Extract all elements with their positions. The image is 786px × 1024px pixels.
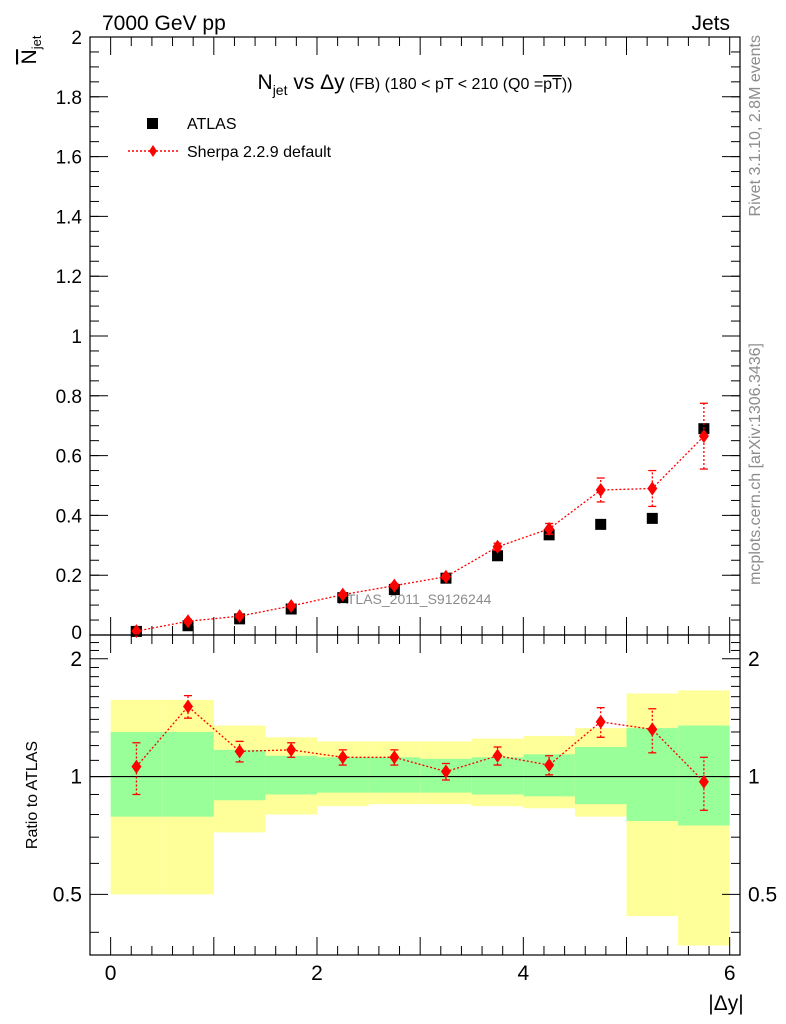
main-sherpa-line xyxy=(136,435,705,632)
main-sherpa-point-11 xyxy=(698,429,709,444)
main-ytick-label-0: 0 xyxy=(71,623,82,644)
title-pt-overline: pT xyxy=(543,76,562,93)
svg-text:Njet vs Δy (FB) (180 < pT < 21: Njet vs Δy (FB) (180 < pT < 210 (Q0 =pT)… xyxy=(258,71,573,98)
ratio-plot-frame xyxy=(89,634,741,956)
ratio-sherpa-point-9 xyxy=(595,714,606,729)
ratio-sherpa-point-7 xyxy=(492,748,503,763)
main-sherpa-point-1 xyxy=(183,614,194,629)
main-y-axis-label: Njet xyxy=(18,35,44,64)
main-sherpa-point-5 xyxy=(389,578,400,593)
ylabel-n: N xyxy=(18,49,41,64)
ratio-xtick-label-3: 6 xyxy=(724,962,736,985)
main-ytick-label-8: 1.6 xyxy=(56,148,82,169)
ratio-sherpa-point-2 xyxy=(234,744,245,759)
ratio-sherpa-point-3 xyxy=(286,742,297,757)
ratio-inner-band-7 xyxy=(471,757,524,795)
side-label-mcplots: mcplots.cern.ch [arXiv:1306.3436] xyxy=(747,343,764,585)
legend: ATLAS Sherpa 2.2.9 default xyxy=(128,116,332,161)
ratio-xtick-label-2: 4 xyxy=(517,962,529,985)
x-axis-label: |Δy| xyxy=(708,992,743,1015)
title-mid: vs Δy xyxy=(287,71,345,94)
main-ytick-label-7: 1.4 xyxy=(56,207,83,228)
ratio-y-axis-label: Ratio to ATLAS xyxy=(24,741,41,849)
main-ytick-label-5: 1 xyxy=(71,327,82,348)
main-sherpa-point-10 xyxy=(647,481,658,496)
main-sherpa-point-8 xyxy=(544,521,555,536)
svg-text:Njet: Njet xyxy=(18,35,44,64)
ratio-xtick-label-0: 0 xyxy=(105,962,117,985)
ratio-sherpa-point-0 xyxy=(131,759,142,774)
ratio-inner-band-1 xyxy=(162,731,214,817)
side-label-rivet: Rivet 3.1.10, 2.8M events xyxy=(747,35,764,216)
ratio-sherpa-point-1 xyxy=(183,699,194,714)
main-ytick-label-3: 0.6 xyxy=(56,447,82,468)
ratio-inner-band-3 xyxy=(265,755,317,795)
title-fb: (FB) xyxy=(345,76,381,93)
main-sherpa-point-4 xyxy=(337,587,348,602)
title-n-sub: jet xyxy=(272,82,288,98)
ratio-sherpa-point-5 xyxy=(389,750,400,765)
ratio-ytick-label-right-1: 1 xyxy=(748,766,760,789)
ratio-ytick-label-left-1: 1 xyxy=(70,766,82,789)
ratio-inner-band-10 xyxy=(626,728,679,821)
legend-marker-sherpa xyxy=(149,145,157,157)
title-cut: (180 < pT < 210 (Q0 = xyxy=(380,76,543,93)
legend-marker-atlas xyxy=(147,118,158,129)
legend-label-sherpa: Sherpa 2.2.9 default xyxy=(187,144,332,161)
title-n: N xyxy=(258,71,273,94)
header-energy-label: 7000 GeV pp xyxy=(102,12,226,35)
ratio-ytick-label-right-0: 0.5 xyxy=(748,883,777,906)
main-ytick-label-10: 2 xyxy=(71,28,82,49)
ratio-sherpa-line xyxy=(135,705,705,783)
main-sherpa-point-9 xyxy=(595,482,606,497)
main-ytick-label-1: 0.2 xyxy=(56,566,82,587)
ratio-sherpa-point-11 xyxy=(698,774,709,789)
main-sherpa-point-3 xyxy=(286,598,297,613)
ratio-ytick-label-left-0: 0.5 xyxy=(53,883,82,906)
atlas-point-10 xyxy=(646,512,658,524)
main-plot-title: Njet vs Δy (FB) (180 < pT < 210 (Q0 =pT)… xyxy=(258,71,573,98)
atlas-point-7 xyxy=(492,550,504,562)
ratio-sherpa-point-8 xyxy=(544,758,555,773)
main-ytick-label-4: 0.8 xyxy=(56,387,82,408)
analysis-watermark: ATLAS_2011_S9126244 xyxy=(339,591,492,607)
ratio-sherpa-point-4 xyxy=(337,750,348,765)
legend-label-atlas: ATLAS xyxy=(187,116,237,133)
ratio-inner-band-9 xyxy=(574,747,627,805)
main-ytick-label-6: 1.2 xyxy=(56,267,82,288)
ratio-plot-area: 0 2 4 6 0.5 0.5 1 1 2 2 xyxy=(53,634,777,985)
main-ytick-label-2: 0.4 xyxy=(56,506,83,527)
main-sherpa-point-6 xyxy=(440,569,451,584)
ratio-ytick-label-left-2: 2 xyxy=(70,648,82,671)
main-sherpa-point-2 xyxy=(234,609,245,624)
atlas-point-9 xyxy=(595,518,607,530)
main-plot-area: 0 0.2 0.4 0.6 0.8 1 1.2 1.4 1.6 1.8 2 xyxy=(56,28,741,644)
header-category-label: Jets xyxy=(691,12,730,35)
title-close: )) xyxy=(562,76,573,93)
main-ytick-label-9: 1.8 xyxy=(56,88,82,109)
ylabel-sub: jet xyxy=(29,35,44,50)
ratio-xtick-label-1: 2 xyxy=(311,962,323,985)
ratio-sherpa-point-6 xyxy=(440,764,451,779)
ratio-ytick-label-right-2: 2 xyxy=(748,648,760,671)
main-sherpa-point-7 xyxy=(492,539,503,554)
ratio-sherpa-point-10 xyxy=(647,722,658,737)
